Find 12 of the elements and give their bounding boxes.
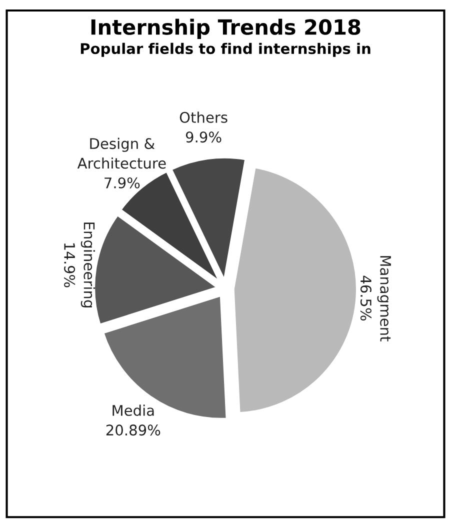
data-label: 20.89%	[106, 424, 160, 436]
slice-label: Media	[112, 404, 154, 416]
slice-label: Engineering	[80, 222, 95, 308]
chart-title: Internship Trends 2018	[91, 18, 360, 39]
slice-label: Others	[180, 112, 228, 123]
data-label: 46.5%	[360, 276, 372, 321]
slice-label: Managment	[377, 256, 391, 342]
chart-subtitle: Popular fields to find internships in	[80, 42, 370, 57]
data-label: 7.9%	[104, 177, 140, 188]
slice-label: Design & Architecture	[77, 138, 166, 169]
data-label: 9.9%	[186, 132, 222, 143]
data-label: 14.9%	[64, 243, 76, 288]
